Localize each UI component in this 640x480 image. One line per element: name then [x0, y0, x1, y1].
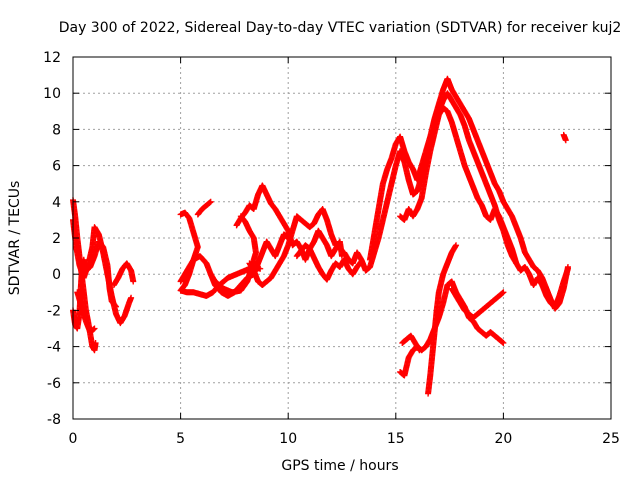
data-point [207, 198, 214, 205]
data-point [92, 339, 99, 346]
y-tick-label: -2 [47, 303, 61, 319]
data-track [397, 104, 520, 267]
x-tick-label: 20 [494, 431, 512, 447]
data-points [70, 75, 571, 397]
data-track [293, 242, 365, 283]
data-point [130, 278, 137, 285]
data-track [246, 206, 339, 289]
y-tick-label: 0 [52, 267, 61, 283]
x-axis-label: GPS time / hours [281, 458, 398, 474]
chart-title: Day 300 of 2022, Sidereal Day-to-day VTE… [59, 20, 622, 36]
y-tick-label: 4 [52, 195, 61, 211]
data-track [74, 289, 98, 336]
y-tick-label: -4 [47, 340, 61, 356]
x-tick-label: 15 [387, 431, 405, 447]
y-tick-label: 12 [43, 50, 61, 66]
y-tick-label: 2 [52, 231, 61, 247]
data-track [70, 216, 135, 327]
y-tick-label: 8 [52, 122, 61, 138]
data-point [207, 271, 214, 278]
y-tick-label: 6 [52, 159, 61, 175]
data-point [91, 325, 98, 332]
data-track [194, 198, 214, 218]
y-tick-label: 10 [43, 86, 61, 102]
x-tick-label: 0 [69, 431, 78, 447]
y-axis-label: SDTVAR / TECUs [7, 181, 23, 296]
data-point [332, 242, 339, 249]
data-track [110, 260, 137, 289]
data-point [128, 294, 135, 301]
x-tick-label: 5 [176, 431, 185, 447]
x-tick-label: 25 [602, 431, 620, 447]
data-track [366, 75, 571, 312]
y-tick-label: -8 [47, 412, 61, 428]
y-tick-label: -6 [47, 376, 61, 392]
data-point [564, 263, 571, 270]
x-tick-label: 10 [279, 431, 297, 447]
